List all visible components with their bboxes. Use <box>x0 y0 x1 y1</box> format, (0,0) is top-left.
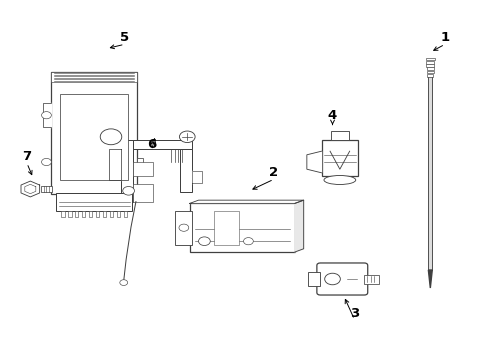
Circle shape <box>41 158 51 166</box>
Circle shape <box>243 238 253 245</box>
Bar <box>137 158 142 173</box>
Bar <box>214 211 238 245</box>
Polygon shape <box>306 151 321 173</box>
Bar <box>180 149 192 192</box>
Polygon shape <box>427 270 431 288</box>
Bar <box>133 162 153 176</box>
Bar <box>426 67 433 70</box>
Text: 3: 3 <box>349 307 358 320</box>
Circle shape <box>100 129 122 145</box>
Ellipse shape <box>323 175 355 184</box>
Bar <box>426 71 433 73</box>
Polygon shape <box>294 200 303 252</box>
Bar <box>321 140 357 176</box>
Bar <box>82 211 85 217</box>
Circle shape <box>179 224 188 231</box>
Bar <box>121 140 192 149</box>
Circle shape <box>122 186 134 195</box>
Bar <box>117 211 120 217</box>
Bar <box>89 211 92 217</box>
Bar <box>426 61 434 64</box>
Bar <box>427 77 431 270</box>
Bar <box>51 72 137 194</box>
Text: 6: 6 <box>147 138 156 150</box>
Bar <box>189 203 294 252</box>
Bar <box>60 94 128 180</box>
Bar <box>56 193 132 211</box>
Circle shape <box>198 237 210 246</box>
Bar <box>330 131 348 140</box>
Polygon shape <box>189 200 303 203</box>
Bar <box>51 72 137 82</box>
Circle shape <box>41 112 51 119</box>
Bar <box>121 140 133 202</box>
Text: 4: 4 <box>327 109 336 122</box>
Bar <box>427 74 433 77</box>
Bar <box>102 211 106 217</box>
Circle shape <box>179 131 195 143</box>
Bar <box>68 211 71 217</box>
Bar <box>96 211 99 217</box>
Bar <box>175 211 192 245</box>
Bar <box>123 211 127 217</box>
Circle shape <box>120 280 127 285</box>
Text: 5: 5 <box>120 31 129 44</box>
Polygon shape <box>109 149 121 180</box>
Bar <box>307 272 320 286</box>
Text: 1: 1 <box>440 31 448 44</box>
Text: 2: 2 <box>269 166 278 179</box>
Bar <box>41 186 52 192</box>
Bar <box>364 274 378 284</box>
FancyBboxPatch shape <box>316 263 367 295</box>
Polygon shape <box>21 181 40 197</box>
Bar <box>426 64 433 67</box>
Polygon shape <box>192 171 202 183</box>
Text: 7: 7 <box>22 150 31 163</box>
Bar <box>75 211 79 217</box>
Circle shape <box>324 273 340 285</box>
Bar <box>425 58 434 60</box>
Bar <box>61 211 64 217</box>
Bar <box>133 184 153 202</box>
Bar <box>109 211 113 217</box>
Polygon shape <box>42 103 51 127</box>
